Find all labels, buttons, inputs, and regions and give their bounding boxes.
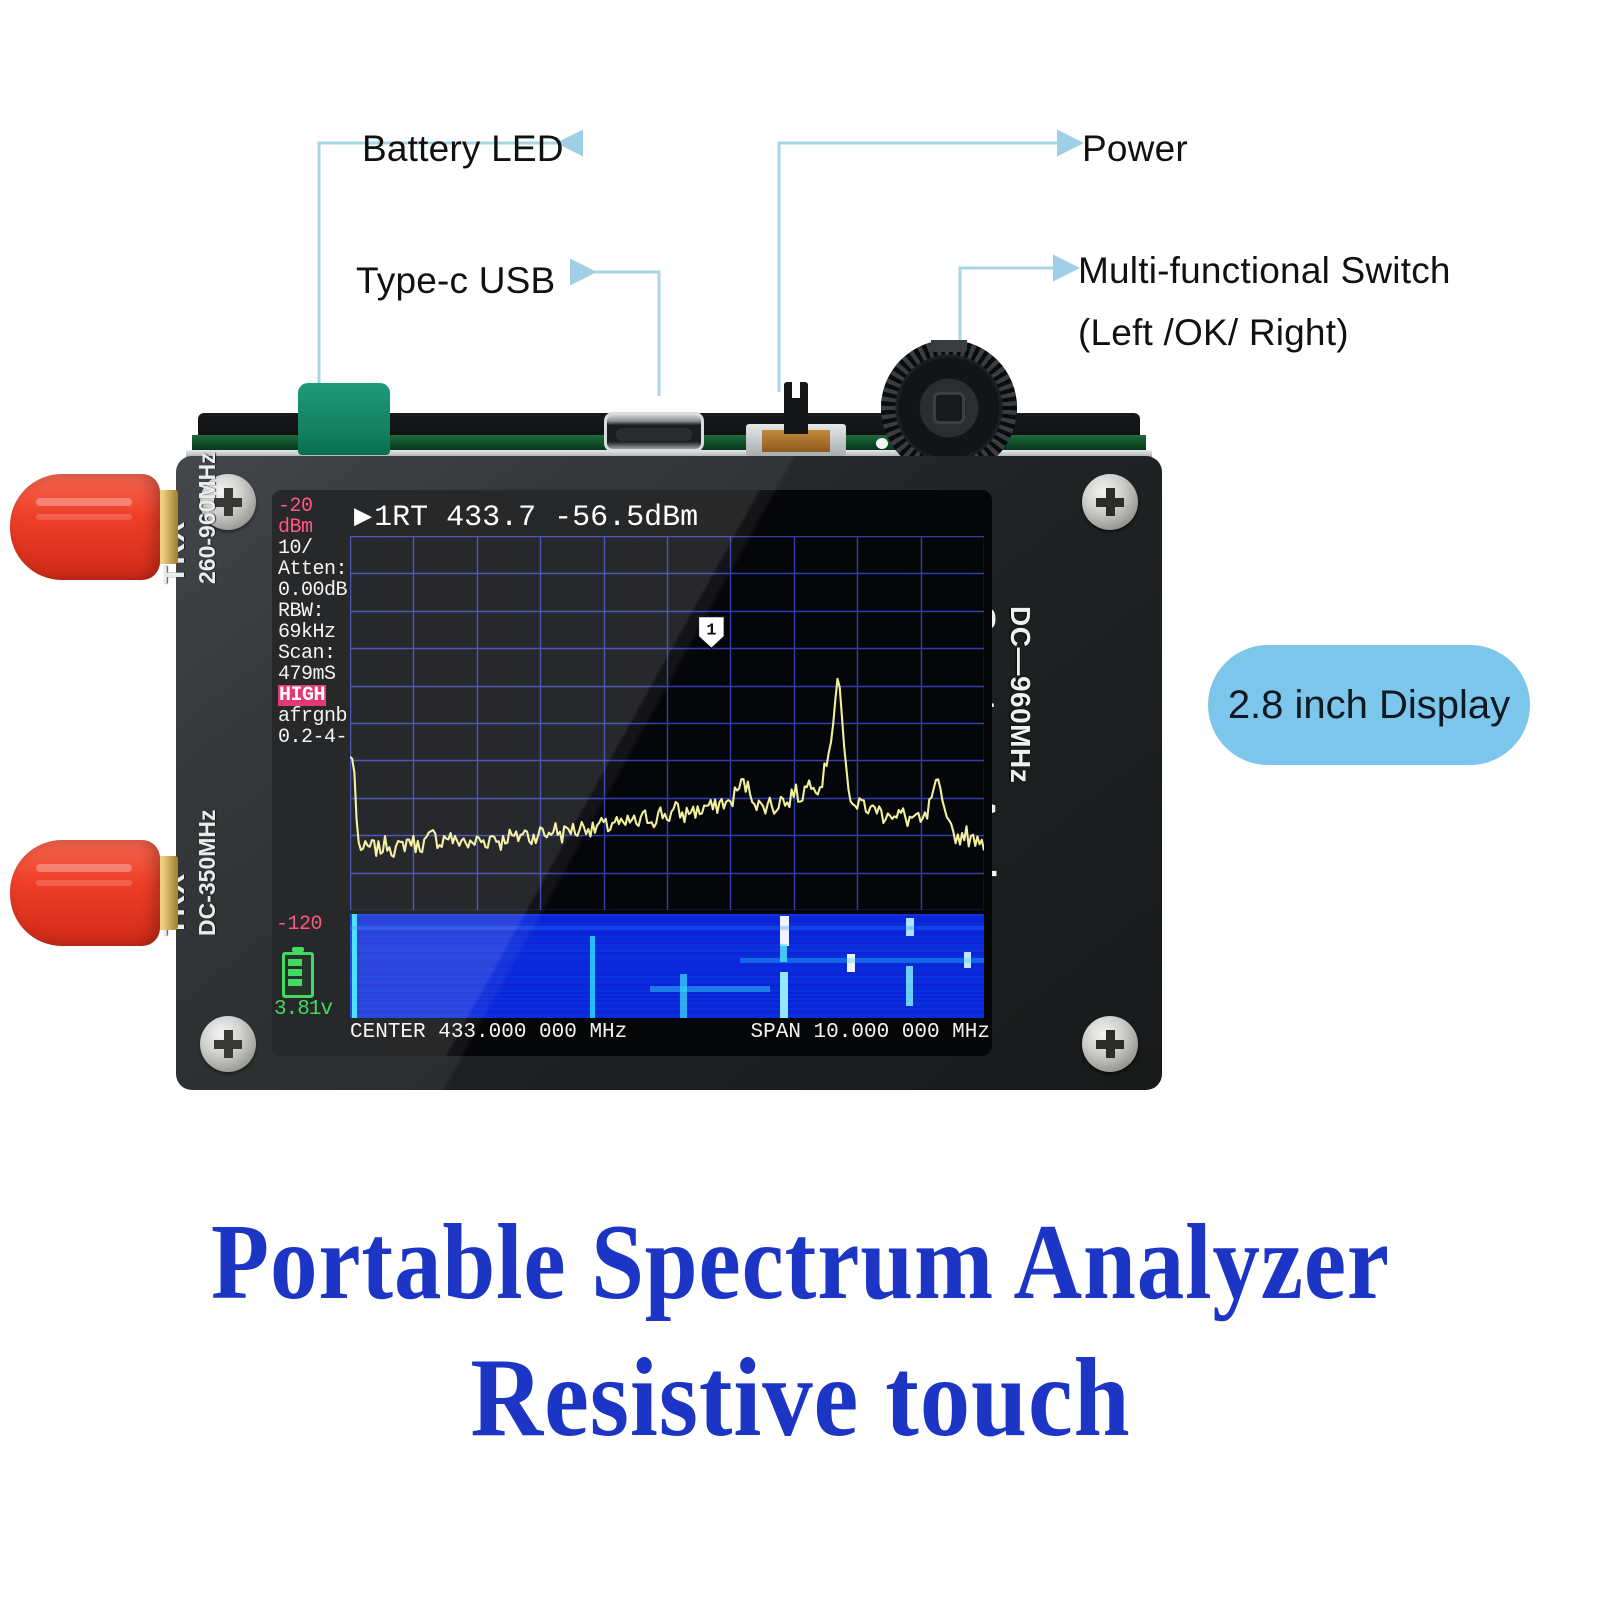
sma-red-protective-cap [10,474,160,580]
silkscreen-trx-high-range: 260-960MHz [194,452,220,584]
multifunctional-switch-wheel[interactable] [881,340,1017,456]
battery-voltage-text: 3.81v [274,998,333,1021]
rbw-label: RBW: [278,600,325,623]
callout-multifunctional-switch: Multi-functional Switch (Left /OK/ Right… [1078,248,1451,357]
display-size-badge-text: 2.8 inch Display [1227,682,1511,727]
encoder-hub [933,392,965,424]
bottom-level-value: -120 [276,913,323,936]
power-slide-switch[interactable] [746,382,846,456]
center-frequency-text: CENTER 433.000 000 MHz [350,1021,628,1044]
ref-level-unit: dBm [278,516,313,539]
rbw-value: 69kHz [278,621,336,644]
callout-switch-main-text: Multi-functional Switch [1078,250,1451,291]
span-text: SPAN 10.000 000 MHz [750,1021,990,1044]
headline-line-1: Portable Spectrum Analyzer [211,1203,1390,1322]
scale-per-div: 10/ [278,537,313,560]
device-body: TRX 260-960MHz TRX DC-350MHz DC—960MHz S… [158,452,1162,1090]
power-switch-contacts [762,430,830,452]
type-c-usb-port[interactable] [604,412,704,452]
spectrum-plot-svg: 1 [350,536,984,910]
softkey-row-2[interactable]: 0.2-4- [278,726,348,749]
waterfall-display[interactable] [350,914,984,1018]
screen-footer: CENTER 433.000 000 MHz SPAN 10.000 000 M… [350,1021,990,1051]
atten-value: 0.00dB [278,579,348,602]
pcb-solder-pad [876,438,888,449]
callout-switch-sub-text: (Left /OK/ Right) [1078,312,1349,354]
marker-triangle-icon: ▶ [354,501,373,535]
encoder-cap [931,340,967,352]
marker-flag-icon: 1 [697,615,726,650]
callout-power: Power [1082,126,1188,172]
pcb-silver-band [186,450,1152,460]
spectrum-analyzer-device: TRX 260-960MHz TRX DC-350MHz DC—960MHz S… [10,340,1162,1090]
phillips-screw-icon [200,474,256,530]
battery-led-indicator [298,383,390,455]
marker-readout-text: 1RT 433.7 -56.5dBm [374,501,699,535]
callout-power-text: Power [1082,128,1188,169]
display-size-badge: 2.8 inch Display [1208,645,1530,765]
sma-red-protective-cap [10,840,160,946]
power-switch-lever[interactable] [784,382,808,434]
phillips-screw-icon [1082,1016,1138,1072]
callout-battery-led: Battery LED [362,126,564,172]
battery-icon [282,947,314,998]
atten-label: Atten: [278,558,348,581]
mode-badge[interactable]: HIGH [278,684,327,707]
callout-battery-led-text: Battery LED [362,128,564,169]
spectrum-plot[interactable]: 1 [350,536,984,910]
phillips-screw-icon [1082,474,1138,530]
screen-info-column: -20 dBm 10/ Atten: 0.00dB RBW: 69kHz Sca… [278,495,348,1050]
scan-value: 479mS [278,663,336,686]
waterfall-svg [350,914,984,1018]
product-headline: Portable Spectrum Analyzer Resistive tou… [0,1203,1601,1461]
phillips-screw-icon [200,1016,256,1072]
marker-readout: ▶1RT 433.7 -56.5dBm [354,498,698,535]
silkscreen-trx-low-range: DC-350MHz [194,809,220,936]
softkey-row-1[interactable]: afrgnb [278,705,348,728]
lcd-screen[interactable]: -20 dBm 10/ Atten: 0.00dB RBW: 69kHz Sca… [272,490,992,1056]
battery-voltage: 3.81v [274,998,333,1021]
callout-type-c-usb-text: Type-c USB [356,260,556,301]
scan-label: Scan: [278,642,336,665]
silkscreen-frequency-range: DC—960MHz [1005,606,1036,784]
svg-text:1: 1 [706,622,716,641]
ref-level-value: -20 [278,495,313,518]
callout-type-c-usb: Type-c USB [356,258,555,304]
headline-line-2: Resistive touch [470,1335,1131,1460]
